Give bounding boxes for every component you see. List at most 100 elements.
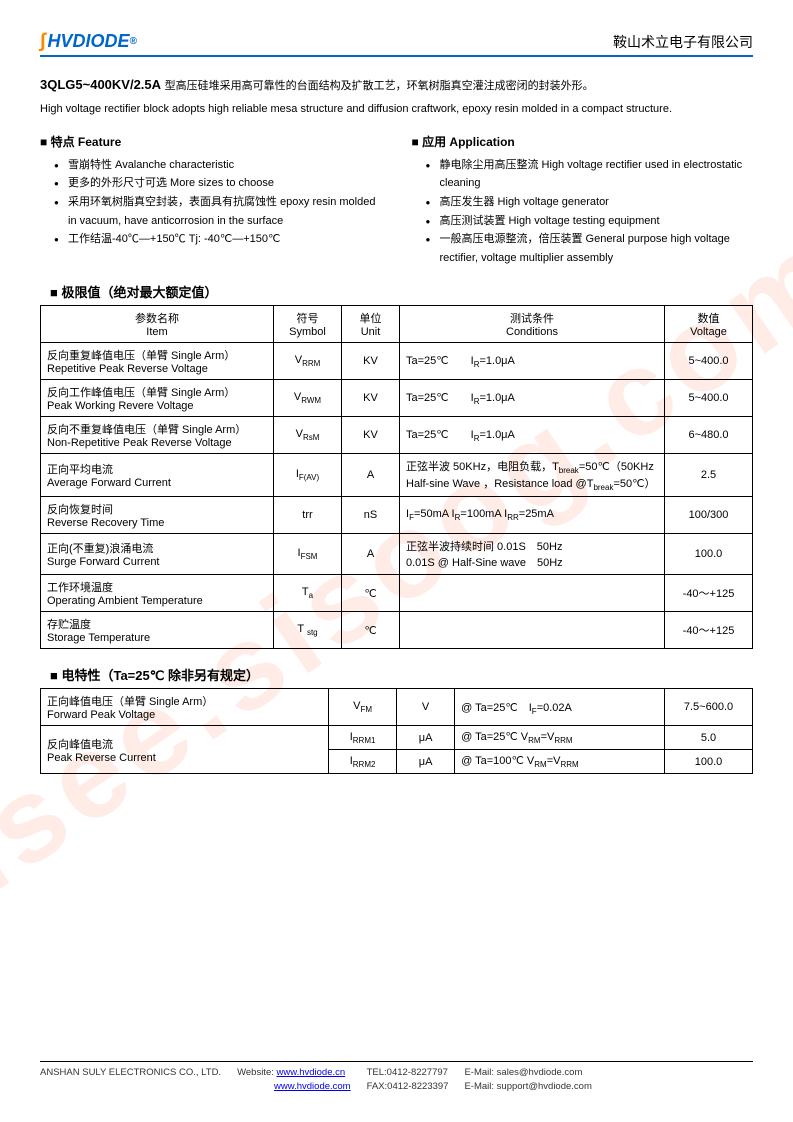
cell-val: -40～+125	[665, 612, 753, 649]
applications-col: 应用 Application 静电除尘用高压整流 High voltage re…	[412, 133, 754, 268]
cell-val: -40～+125	[665, 575, 753, 612]
logo-text: HVDIODE	[47, 31, 129, 52]
th-item: 参数名称Item	[41, 305, 274, 342]
product-line: 3QLG5~400KV/2.5A 型高压硅堆采用高可靠性的台面结构及扩散工艺，环…	[40, 77, 753, 93]
cell-symbol: T stg	[274, 612, 342, 649]
application-item: 高压测试装置 High voltage testing equipment	[426, 212, 754, 231]
cell-unit: V	[397, 689, 455, 726]
cell-val: 5~400.0	[665, 379, 753, 416]
page: ∫ HVDIODE ® 鞍山术立电子有限公司 3QLG5~400KV/2.5A …	[0, 0, 793, 820]
cell-unit: μA	[397, 750, 455, 774]
cell-cond: @ Ta=100℃ VRM=VRRM	[455, 750, 665, 774]
logo-mark: ∫	[40, 30, 45, 53]
header: ∫ HVDIODE ® 鞍山术立电子有限公司	[40, 30, 753, 57]
cell-cond: Ta=25℃ IR=1.0μA	[400, 416, 665, 453]
cell-cond: @ Ta=25℃ VRM=VRRM	[455, 726, 665, 750]
cell-item: 反向峰值电流Peak Reverse Current	[41, 726, 329, 774]
footer-company: ANSHAN SULY ELECTRONICS CO., LTD.	[40, 1066, 221, 1095]
feature-item: 更多的外形尺寸可选 More sizes to choose	[54, 174, 382, 193]
limits-table: 参数名称Item 符号Symbol 单位Unit 测试条件Conditions …	[40, 305, 753, 649]
feature-item: 采用环氧树脂真空封装，表面具有抗腐蚀性 epoxy resin molded i…	[54, 193, 382, 230]
cell-cond: Ta=25℃ IR=1.0μA	[400, 379, 665, 416]
cell-symbol: IF(AV)	[274, 453, 342, 496]
cell-val: 100.0	[665, 534, 753, 575]
cell-item: 正向(不重复)浪涌电流Surge Forward Current	[41, 534, 274, 575]
product-desc-en: High voltage rectifier block adopts high…	[40, 101, 753, 119]
cell-val: 6~480.0	[665, 416, 753, 453]
cell-unit: ℃	[342, 575, 400, 612]
cell-unit: KV	[342, 416, 400, 453]
cell-cond	[400, 575, 665, 612]
elec-title: 电特性（Ta=25℃ 除非另有规定）	[50, 665, 753, 684]
email-label2: E-Mail:	[464, 1081, 494, 1092]
cell-unit: KV	[342, 342, 400, 379]
limits-title: 极限值（绝对最大额定值）	[50, 282, 753, 301]
footer: ANSHAN SULY ELECTRONICS CO., LTD. Websit…	[40, 1061, 753, 1095]
tel: TEL:0412-8227797	[367, 1067, 448, 1078]
application-item: 一般高压电源整流，倍压装置 General purpose high volta…	[426, 230, 754, 267]
email1: sales@hvdiode.com	[497, 1067, 583, 1078]
logo-registered: ®	[130, 36, 137, 47]
url1-link[interactable]: www.hvdiode.cn	[277, 1067, 346, 1078]
th-cond: 测试条件Conditions	[400, 305, 665, 342]
cell-unit: μA	[397, 726, 455, 750]
table-row: 反向重复峰值电压（单臂 Single Arm）Repetitive Peak R…	[41, 342, 753, 379]
product-desc-cn: 型高压硅堆采用高可靠性的台面结构及扩散工艺，环氧树脂真空灌注成密闭的封装外形。	[165, 80, 594, 92]
cell-symbol: VFM	[329, 689, 397, 726]
cell-val: 100.0	[665, 750, 753, 774]
cell-val: 5.0	[665, 726, 753, 750]
url2-link[interactable]: www.hvdiode.com	[274, 1081, 351, 1092]
cell-val: 2.5	[665, 453, 753, 496]
cell-unit: nS	[342, 497, 400, 534]
features-col: 特点 Feature 雪崩特性 Avalanche characteristic…	[40, 133, 382, 268]
feature-app-row: 特点 Feature 雪崩特性 Avalanche characteristic…	[40, 133, 753, 268]
table-row: 反向不重复峰值电压（单臂 Single Arm）Non-Repetitive P…	[41, 416, 753, 453]
table-row: 反向工作峰值电压（单臂 Single Arm）Peak Working Reve…	[41, 379, 753, 416]
product-code: 3QLG5~400KV/2.5A	[40, 77, 161, 92]
table-row: 存贮温度Storage Temperature T stg ℃ -40～+125	[41, 612, 753, 649]
company-name-cn: 鞍山术立电子有限公司	[613, 32, 753, 52]
th-symbol: 符号Symbol	[274, 305, 342, 342]
cell-item: 工作环境温度Operating Ambient Temperature	[41, 575, 274, 612]
cell-cond: @ Ta=25℃ IF=0.02A	[455, 689, 665, 726]
fax: FAX:0412-8223397	[367, 1081, 449, 1092]
footer-website: Website: www.hvdiode.cn www.hvdiode.com	[237, 1066, 351, 1095]
cell-item: 正向平均电流Average Forward Current	[41, 453, 274, 496]
cell-val: 5~400.0	[665, 342, 753, 379]
email2: support@hvdiode.com	[497, 1081, 592, 1092]
email-label1: E-Mail:	[464, 1067, 494, 1078]
cell-val: 100/300	[665, 497, 753, 534]
applications-title: 应用 Application	[412, 133, 754, 150]
cell-item: 存贮温度Storage Temperature	[41, 612, 274, 649]
cell-symbol: trr	[274, 497, 342, 534]
cell-cond	[400, 612, 665, 649]
cell-cond: IF=50mA IR=100mA IRR=25mA	[400, 497, 665, 534]
cell-symbol: VRRM	[274, 342, 342, 379]
cell-unit: A	[342, 534, 400, 575]
cell-cond: 正弦半波 50KHz，电阻负载，Tbreak=50℃（50KHz Half-si…	[400, 453, 665, 496]
cell-symbol: IFSM	[274, 534, 342, 575]
cell-item: 反向工作峰值电压（单臂 Single Arm）Peak Working Reve…	[41, 379, 274, 416]
cell-symbol: VRWM	[274, 379, 342, 416]
application-item: 静电除尘用高压整流 High voltage rectifier used in…	[426, 156, 754, 193]
cell-item: 反向重复峰值电压（单臂 Single Arm）Repetitive Peak R…	[41, 342, 274, 379]
cell-item: 反向不重复峰值电压（单臂 Single Arm）Non-Repetitive P…	[41, 416, 274, 453]
table-row: 反向峰值电流Peak Reverse Current IRRM1 μA @ Ta…	[41, 726, 753, 750]
cell-unit: KV	[342, 379, 400, 416]
features-list: 雪崩特性 Avalanche characteristic更多的外形尺寸可选 M…	[40, 156, 382, 249]
cell-item: 正向峰值电压（单臂 Single Arm）Forward Peak Voltag…	[41, 689, 329, 726]
footer-email: E-Mail: sales@hvdiode.com E-Mail: suppor…	[464, 1066, 591, 1095]
logo: ∫ HVDIODE ®	[40, 30, 137, 53]
th-unit: 单位Unit	[342, 305, 400, 342]
elec-table: 正向峰值电压（单臂 Single Arm）Forward Peak Voltag…	[40, 688, 753, 774]
table-row: 正向平均电流Average Forward Current IF(AV) A 正…	[41, 453, 753, 496]
cell-symbol: VRsM	[274, 416, 342, 453]
features-title: 特点 Feature	[40, 133, 382, 150]
table-row: 反向恢复时间Reverse Recovery Time trr nS IF=50…	[41, 497, 753, 534]
cell-cond: 正弦半波持续时间 0.01S 50Hz0.01S @ Half-Sine wav…	[400, 534, 665, 575]
table-row: 工作环境温度Operating Ambient Temperature Ta ℃…	[41, 575, 753, 612]
website-label: Website:	[237, 1067, 274, 1078]
table-row: 正向(不重复)浪涌电流Surge Forward Current IFSM A …	[41, 534, 753, 575]
cell-symbol: IRRM2	[329, 750, 397, 774]
application-item: 高压发生器 High voltage generator	[426, 193, 754, 212]
